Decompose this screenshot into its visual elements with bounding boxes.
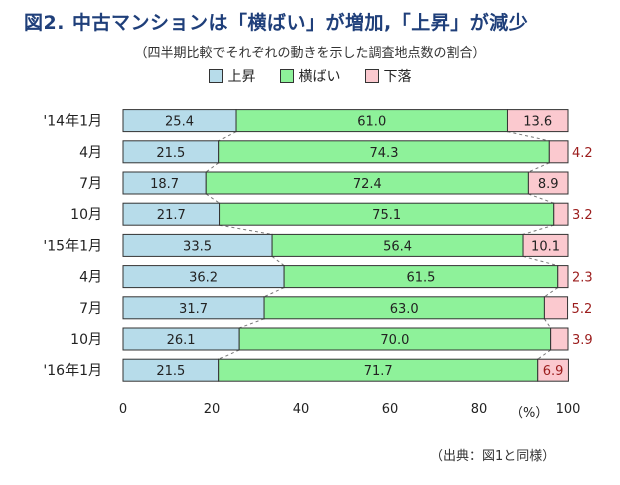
category-label: 4月 <box>79 270 102 286</box>
legend-swatch <box>279 69 294 83</box>
data-label: 21.7 <box>157 208 186 223</box>
connector-line <box>544 287 559 298</box>
data-label: 74.3 <box>370 146 399 161</box>
chart-subtitle: （四半期比較でそれぞれの動きを示した調査地点数の割合） <box>134 46 486 61</box>
connector-line <box>528 193 554 204</box>
data-label: 61.0 <box>357 115 386 130</box>
legend-swatch <box>208 69 223 83</box>
chart-legend: 上昇 横ばい 下落 <box>0 66 620 87</box>
bar-segment <box>548 140 569 164</box>
x-tick-label: 100 <box>556 402 581 417</box>
data-label: 72.4 <box>353 177 382 192</box>
data-label: 13.6 <box>523 115 552 130</box>
category-label: '16年1月 <box>43 363 102 379</box>
connector-line <box>219 224 273 235</box>
data-label: 36.2 <box>189 271 218 286</box>
legend-swatch <box>364 69 379 83</box>
category-label: 4月 <box>79 145 102 161</box>
data-label: 4.2 <box>572 146 593 161</box>
data-label: 5.2 <box>572 302 593 317</box>
x-tick-label: 60 <box>382 402 399 417</box>
axis-unit-label: （%） <box>510 406 549 421</box>
category-label: 7月 <box>79 301 102 317</box>
connector-line <box>522 224 554 235</box>
connector-line <box>238 318 265 329</box>
source-note: （出典：図1と同様） <box>430 449 556 464</box>
data-label: 31.7 <box>179 302 208 317</box>
bar-segment <box>557 265 569 289</box>
data-label: 25.4 <box>165 115 194 130</box>
connector-line <box>205 162 219 173</box>
data-label: 61.5 <box>406 271 435 286</box>
connector-line <box>507 131 550 142</box>
x-tick-label: 0 <box>119 402 127 417</box>
data-label: 70.0 <box>380 333 409 348</box>
data-label: 21.5 <box>156 146 185 161</box>
chart-title: 図2. 中古マンションは「横ばい」が増加,「上昇」が減少 <box>24 12 529 34</box>
x-tick-label: 80 <box>471 402 488 417</box>
category-label: '15年1月 <box>43 238 102 254</box>
x-tick-label: 40 <box>293 402 310 417</box>
data-label: 26.1 <box>167 333 196 348</box>
connector-line <box>263 287 285 298</box>
bar-segment <box>550 327 569 351</box>
connector-line <box>544 318 552 329</box>
data-label: 21.5 <box>156 364 185 379</box>
category-label: 10月 <box>70 207 102 223</box>
bar-segment <box>537 358 569 382</box>
x-tick-label: 20 <box>204 402 221 417</box>
legend-item: 横ばい <box>279 66 341 86</box>
data-label: 8.9 <box>538 177 559 192</box>
legend-label: 下落 <box>383 69 412 85</box>
data-label: 75.1 <box>372 208 401 223</box>
category-label: '14年1月 <box>43 114 102 130</box>
data-label: 18.7 <box>150 177 179 192</box>
data-label: 33.5 <box>183 239 212 254</box>
bar-segment <box>553 202 569 226</box>
legend-item: 上昇 <box>208 66 256 86</box>
connector-line <box>522 255 558 267</box>
connector-line <box>205 193 220 204</box>
legend-item: 下落 <box>364 66 412 86</box>
category-label: 7月 <box>79 176 102 192</box>
data-label: 3.2 <box>572 208 593 223</box>
data-label: 6.9 <box>543 364 564 379</box>
category-label: 10月 <box>70 332 102 348</box>
connector-line <box>271 256 285 266</box>
legend-label: 横ばい <box>298 69 341 85</box>
bar-segment <box>543 296 569 320</box>
data-label: 63.0 <box>390 302 419 317</box>
connector-line <box>537 349 551 360</box>
connector-line <box>528 162 550 173</box>
data-label: 3.9 <box>572 333 593 348</box>
data-label: 71.7 <box>364 364 393 379</box>
bar-segment <box>506 109 569 133</box>
data-label: 10.1 <box>531 239 560 254</box>
bar-segment <box>522 233 569 257</box>
connector-line <box>218 349 240 360</box>
bar-segment <box>527 171 569 195</box>
connector-line <box>218 131 237 142</box>
data-label: 56.4 <box>383 239 412 254</box>
legend-label: 上昇 <box>227 69 256 85</box>
data-label: 2.3 <box>572 271 593 286</box>
